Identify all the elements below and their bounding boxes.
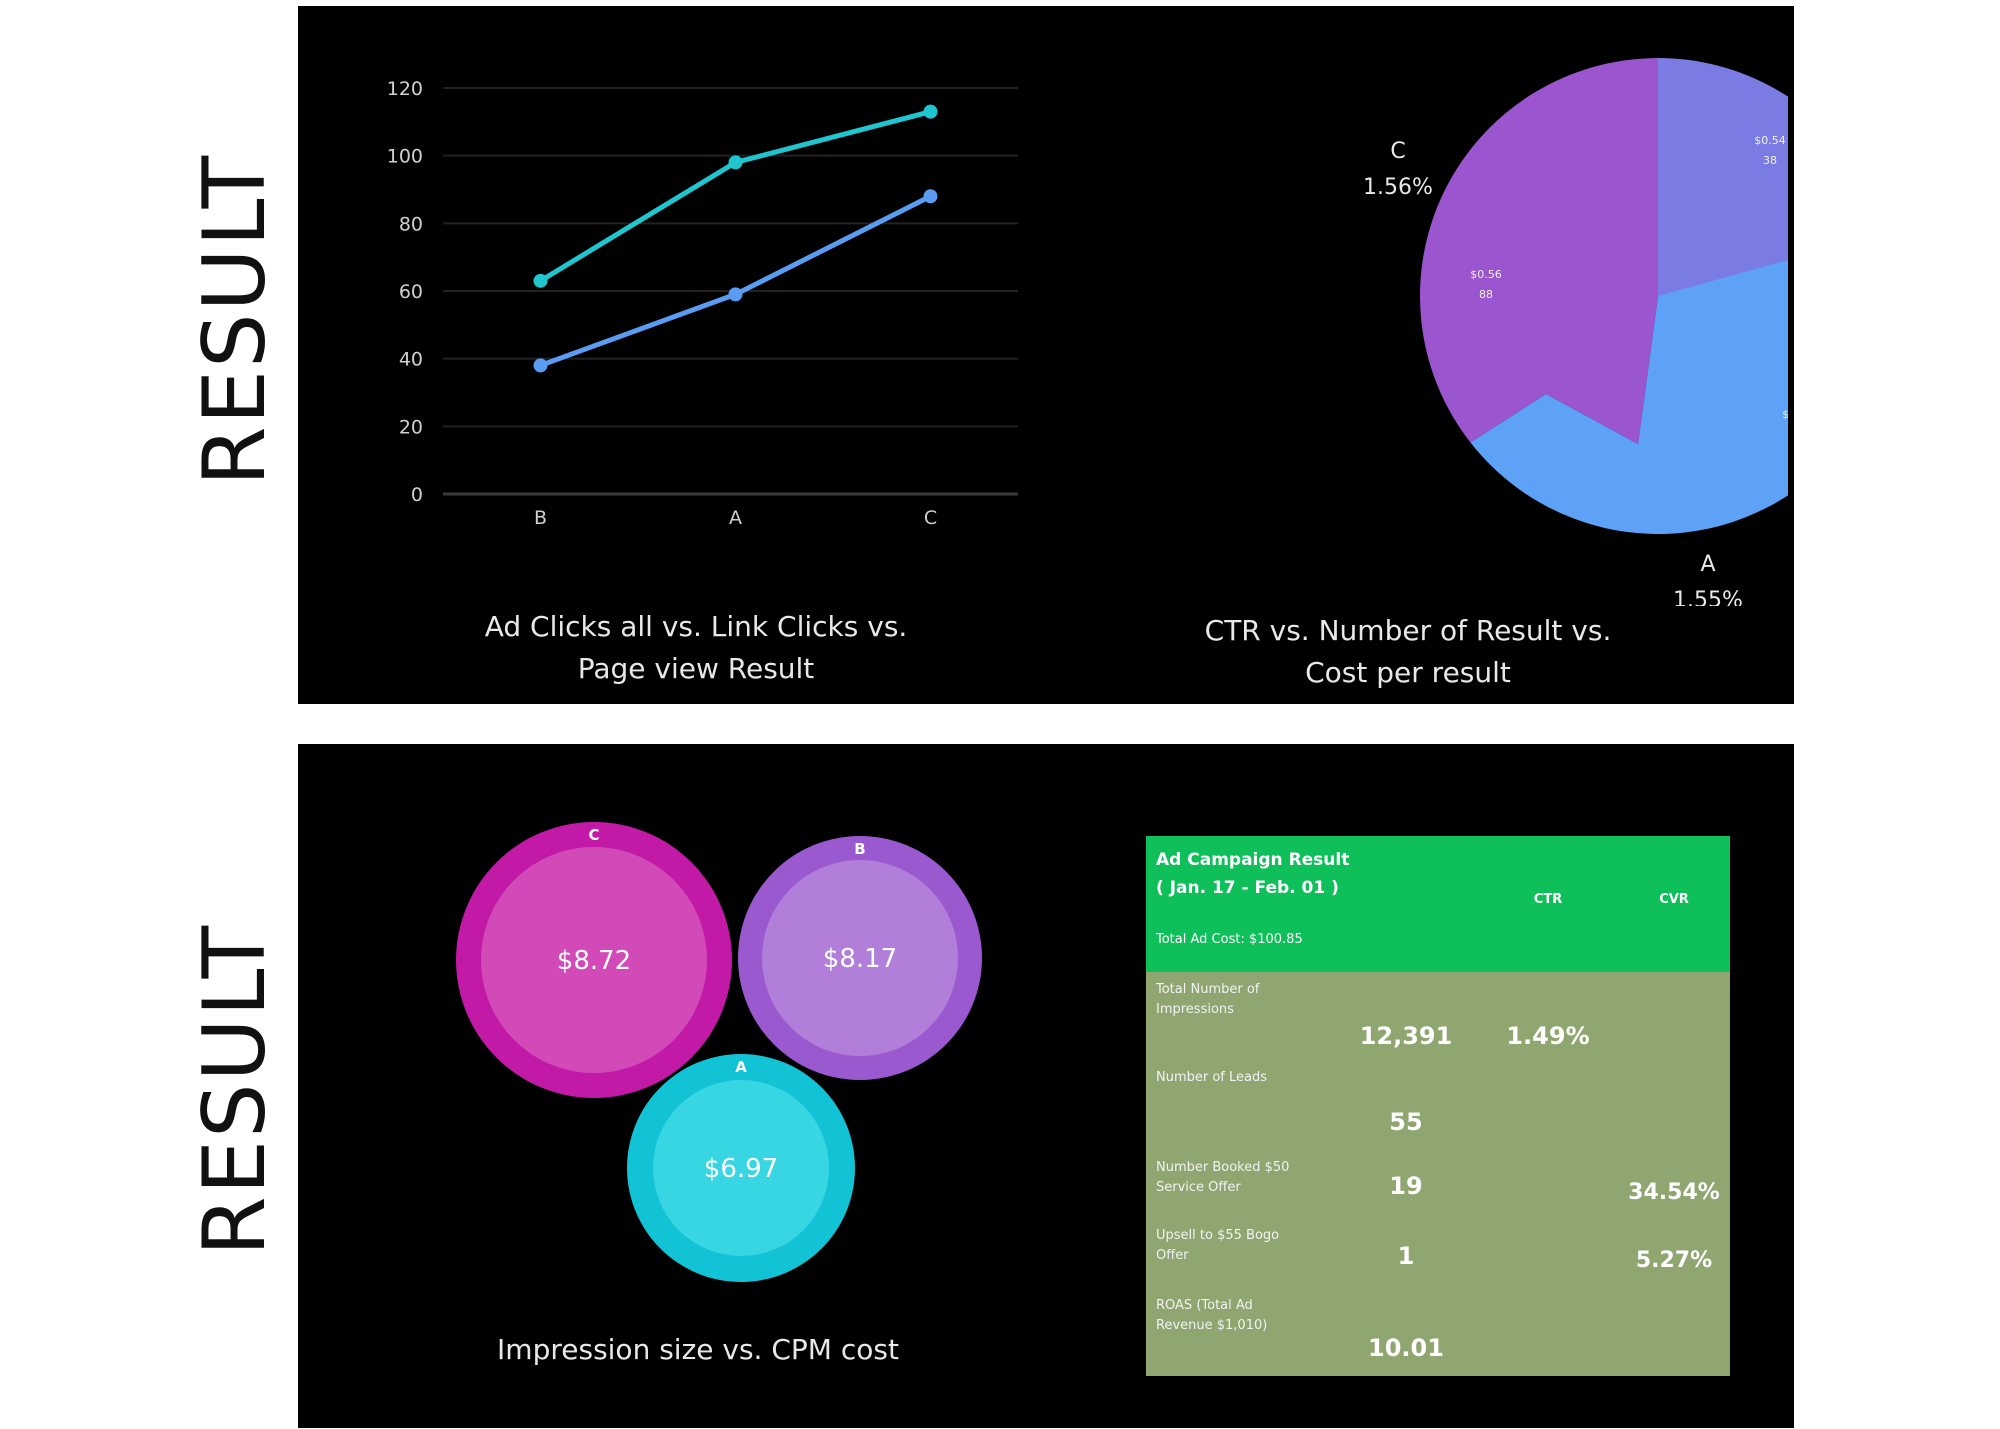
table-row-value: 1 bbox=[1397, 1242, 1415, 1270]
bubble-chart-title: Impression size vs. CPM cost bbox=[497, 1333, 899, 1366]
table-date-range: ( Jan. 17 - Feb. 01 ) bbox=[1156, 878, 1339, 898]
bubble-chart: C $8.72 B $8.17 A $6.97 bbox=[456, 822, 982, 1282]
side-label-bottom: RESULT bbox=[175, 900, 295, 1280]
table-row-value: 19 bbox=[1389, 1172, 1423, 1200]
y-tick-label: 80 bbox=[399, 213, 423, 235]
table-header: Ad Campaign Result ( Jan. 17 - Feb. 01 )… bbox=[1146, 836, 1730, 972]
pie-slice-a bbox=[1470, 260, 1788, 534]
bubble-value: $8.17 bbox=[823, 944, 897, 974]
campaign-result-table: Ad Campaign Result ( Jan. 17 - Feb. 01 )… bbox=[1146, 836, 1730, 1376]
pie-label: C bbox=[1390, 139, 1405, 164]
table-row-cvr: 34.54% bbox=[1628, 1180, 1720, 1205]
pie-chart-title-line-1: CTR vs. Number of Result vs. bbox=[1204, 614, 1612, 647]
side-label-top: RESULT bbox=[175, 130, 295, 510]
table-row-label: Number Booked $50 Service Offer bbox=[1156, 1160, 1290, 1195]
series-line bbox=[539, 194, 932, 368]
table-row-label: Total Number of Impressions bbox=[1156, 982, 1260, 1017]
table-title-text: Ad Campaign Result bbox=[1156, 850, 1350, 870]
pie-label: A bbox=[1700, 552, 1715, 577]
pie-slice-c bbox=[1420, 58, 1658, 444]
pie-percent-label: 1.55% bbox=[1673, 588, 1743, 606]
pie-percent-label: 1.56% bbox=[1363, 175, 1433, 200]
table-row-value: 10.01 bbox=[1368, 1334, 1444, 1362]
data-point bbox=[533, 273, 548, 288]
data-point bbox=[923, 104, 938, 119]
pie-inner-cost: $0.56 bbox=[1470, 268, 1502, 281]
table-row-cvr: 5.27% bbox=[1635, 1248, 1713, 1273]
table-row-label: Number of Leads bbox=[1156, 1070, 1268, 1085]
pie-inner-cost: $0.54 bbox=[1754, 134, 1786, 147]
line-chart-title: Ad Clicks all vs. Link Clicks vs. Page v… bbox=[446, 606, 946, 690]
column-header-cvr: CVR bbox=[1659, 892, 1689, 907]
data-point bbox=[923, 189, 938, 204]
data-point bbox=[728, 287, 743, 302]
column-header-ctr: CTR bbox=[1533, 892, 1563, 907]
bubble-label: B bbox=[854, 840, 865, 858]
y-tick-label: 100 bbox=[387, 146, 423, 168]
pie-inner-count: 88 bbox=[1479, 288, 1493, 301]
table-row-value: 12,391 bbox=[1359, 1022, 1453, 1050]
x-tick-label: C bbox=[924, 507, 937, 529]
y-tick-label: 40 bbox=[399, 349, 423, 371]
table-row-label: Upsell to $55 Bogo Offer bbox=[1156, 1228, 1280, 1263]
bubble-inner bbox=[481, 847, 707, 1073]
y-tick-label: 0 bbox=[411, 484, 423, 506]
bubble-inner bbox=[653, 1080, 829, 1256]
side-label-bottom-text: RESULT bbox=[185, 923, 286, 1257]
bubble-value: $6.97 bbox=[704, 1154, 778, 1184]
table-total-cost: Total Ad Cost: $100.85 bbox=[1156, 932, 1303, 947]
top-results-panel: 0 20 40 60 80 100 120 B A C Ad Clicks all vs. Lin… bbox=[298, 6, 1794, 704]
table-row-label: ROAS (Total Ad Revenue $1,010) bbox=[1156, 1298, 1268, 1333]
line-chart-title-line-2: Page view Result bbox=[577, 652, 815, 685]
table-body: Total Number of Impressions 12,391 1.49%… bbox=[1146, 972, 1730, 1376]
pie-inner-cost: $0.53 bbox=[1782, 408, 1788, 421]
line-chart: 0 20 40 60 80 100 120 B A C bbox=[387, 78, 1018, 529]
data-point bbox=[728, 155, 743, 170]
line-chart-title-line-1: Ad Clicks all vs. Link Clicks vs. bbox=[484, 610, 908, 643]
side-label-top-text: RESULT bbox=[185, 153, 286, 487]
x-tick-label: A bbox=[729, 507, 742, 529]
pie-chart-title-line-2: Cost per result bbox=[1305, 656, 1511, 689]
series-line bbox=[539, 109, 932, 283]
bubble-value: $8.72 bbox=[557, 946, 631, 976]
pie-inner-count: 38 bbox=[1763, 154, 1777, 167]
y-tick-label: 60 bbox=[399, 281, 423, 303]
table-title: Ad Campaign Result ( Jan. 17 - Feb. 01 ) bbox=[1156, 846, 1349, 902]
table-row-value: 55 bbox=[1389, 1108, 1423, 1136]
y-tick-label: 120 bbox=[387, 78, 423, 100]
pie-chart-title: CTR vs. Number of Result vs. Cost per re… bbox=[1158, 610, 1658, 694]
bottom-results-panel: C $8.72 B $8.17 A $6.97 Impression size vs. C… bbox=[298, 744, 1794, 1428]
bubble-inner bbox=[762, 860, 958, 1056]
table-row-ctr: 1.49% bbox=[1506, 1022, 1590, 1050]
data-point bbox=[533, 358, 548, 373]
bubble-label: A bbox=[735, 1058, 747, 1076]
bubble-label: C bbox=[588, 826, 599, 844]
y-tick-label: 20 bbox=[399, 416, 423, 438]
x-tick-label: B bbox=[534, 507, 547, 529]
